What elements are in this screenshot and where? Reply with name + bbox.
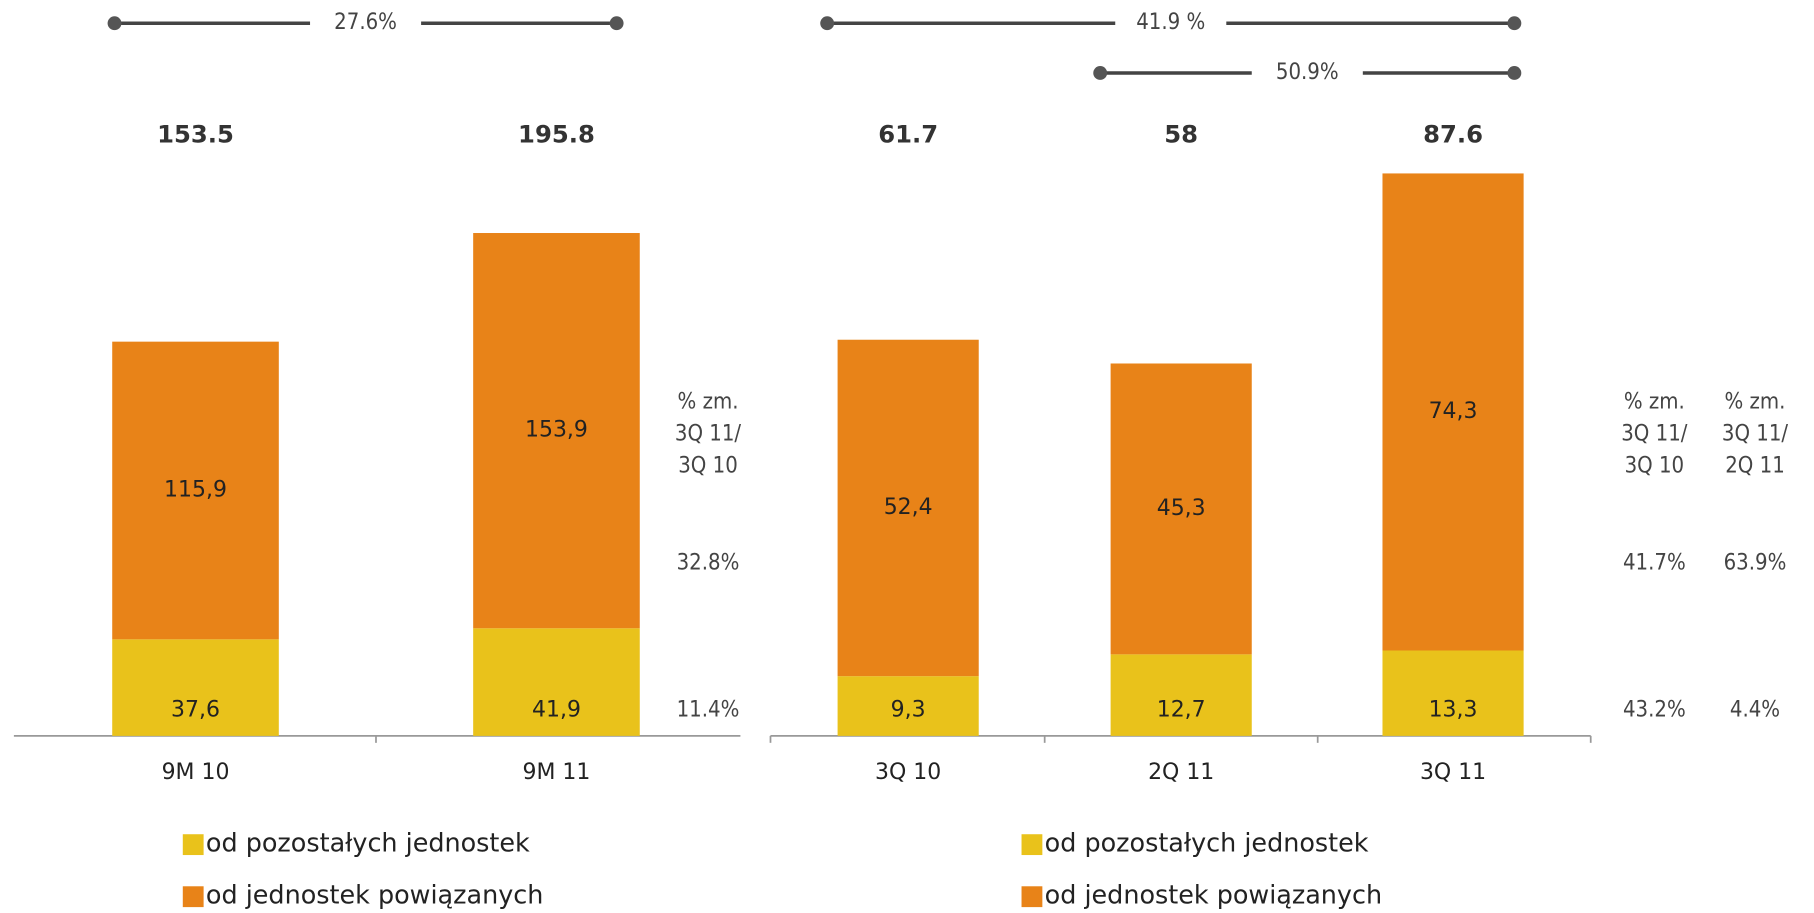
total-label: 153.5 xyxy=(157,119,234,148)
legend-label: od pozostałych jednostek xyxy=(1045,829,1369,859)
legend-swatch xyxy=(182,834,204,856)
change-header: 3Q 10 xyxy=(1625,453,1685,478)
change-header: 3Q 11/ xyxy=(675,422,742,447)
bracket-label: 41.9 % xyxy=(1136,10,1205,35)
change-header: 3Q 11/ xyxy=(1621,422,1688,447)
bracket-label: 27.6% xyxy=(334,10,397,35)
bar-value-label: 153,9 xyxy=(525,418,588,443)
bar-value-label: 41,9 xyxy=(532,697,581,722)
bar-value-label: 12,7 xyxy=(1157,697,1206,722)
bar-segment xyxy=(473,628,640,736)
change-header: 3Q 10 xyxy=(678,453,738,478)
bracket-dot xyxy=(1507,16,1522,31)
change-value: 43.2% xyxy=(1623,697,1686,722)
bracket-dot xyxy=(609,16,624,31)
total-label: 58 xyxy=(1164,119,1198,148)
change-header: % zm. xyxy=(678,390,739,415)
change-value: 11.4% xyxy=(677,697,740,722)
x-tick-label: 9M 11 xyxy=(523,760,591,785)
change-header: 2Q 11 xyxy=(1725,453,1785,478)
bar-segment xyxy=(1110,363,1252,655)
bar-value-label: 115,9 xyxy=(164,477,227,502)
bracket-dot xyxy=(1093,66,1108,80)
legend-swatch xyxy=(1021,834,1043,856)
bar-segment xyxy=(1110,654,1252,736)
change-value: 41.7% xyxy=(1623,551,1686,576)
bracket-dot xyxy=(107,16,122,31)
bar-value-label: 74,3 xyxy=(1429,399,1478,424)
bar-segment xyxy=(1382,173,1524,651)
change-value: 4.4% xyxy=(1730,697,1780,722)
bar-segment xyxy=(837,339,979,677)
bar-segment xyxy=(473,233,640,629)
bar-value-label: 9,3 xyxy=(891,697,926,722)
bracket-dot xyxy=(820,16,835,31)
change-header: 3Q 11/ xyxy=(1722,422,1789,447)
x-tick-label: 3Q 11 xyxy=(1420,760,1486,785)
legend-swatch xyxy=(182,886,204,908)
change-header: % zm. xyxy=(1624,390,1685,415)
bracket-label: 50.9% xyxy=(1276,60,1339,85)
bar-value-label: 37,6 xyxy=(171,697,220,722)
bar-segment xyxy=(837,676,979,736)
x-tick-label: 3Q 10 xyxy=(875,760,941,785)
change-value: 63.9% xyxy=(1724,551,1787,576)
bar-segment xyxy=(1382,650,1524,736)
bracket-dot xyxy=(1507,66,1522,80)
change-value: 32.8% xyxy=(677,551,740,576)
change-header: % zm. xyxy=(1725,390,1786,415)
total-label: 195.8 xyxy=(518,119,595,148)
bar-segment xyxy=(112,639,279,736)
x-tick-label: 2Q 11 xyxy=(1148,760,1214,785)
total-label: 61.7 xyxy=(878,119,938,148)
bar-segment xyxy=(112,341,279,640)
total-label: 87.6 xyxy=(1423,119,1483,148)
bar-value-label: 13,3 xyxy=(1429,697,1478,722)
x-tick-label: 9M 10 xyxy=(162,760,230,785)
bar-value-label: 45,3 xyxy=(1157,496,1206,521)
legend-label: od pozostałych jednostek xyxy=(206,829,530,859)
bar-value-label: 52,4 xyxy=(884,495,933,520)
legend-label: od jednostek powiązanych xyxy=(1045,881,1382,911)
legend-label: od jednostek powiązanych xyxy=(206,881,543,911)
legend-swatch xyxy=(1021,886,1043,908)
